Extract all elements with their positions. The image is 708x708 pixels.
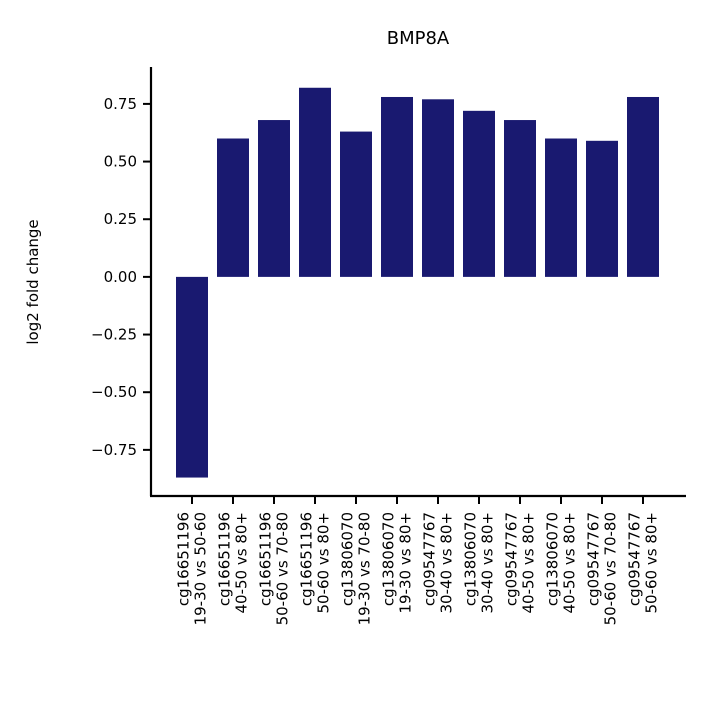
y-tick-label: 0.50 — [104, 153, 137, 171]
y-tick-label: 0.25 — [104, 210, 137, 228]
y-tick-label: 0.75 — [104, 95, 137, 113]
bar — [586, 140, 618, 277]
y-axis-label: log2 fold change — [24, 219, 42, 344]
bar — [299, 87, 331, 277]
bar — [463, 110, 495, 277]
x-ticks-group: cg1665119619-30 vs 50-60 cg1665119640-50 … — [175, 496, 661, 625]
x-tick-label: cg1380607030-40 vs 80+ — [462, 512, 497, 613]
bar — [504, 120, 536, 277]
chart-title: BMP8A — [387, 28, 450, 49]
y-tick-label: 0.00 — [104, 268, 137, 286]
x-tick-label: cg0954776730-40 vs 80+ — [421, 512, 456, 613]
bar — [258, 120, 290, 277]
y-tick-label: −0.75 — [91, 441, 137, 459]
bar — [381, 96, 413, 277]
bar — [422, 99, 454, 277]
y-tick-label: −0.50 — [91, 383, 137, 401]
x-tick-label: cg1665119619-30 vs 50-60 — [175, 512, 210, 625]
x-tick-label: cg1380607019-30 vs 70-80 — [339, 512, 374, 625]
y-tick-label: −0.25 — [91, 326, 137, 344]
bar — [627, 96, 659, 277]
bar — [217, 138, 249, 277]
x-tick-label: cg0954776750-60 vs 70-80 — [585, 512, 620, 625]
bar — [340, 131, 372, 277]
y-ticks-group: 0.75 0.50 0.25 0.00 −0.25 −0.50 −0.75 — [91, 95, 151, 459]
bar — [545, 138, 577, 277]
x-tick-label: cg0954776750-60 vs 80+ — [626, 512, 661, 613]
x-tick-label: cg1665119650-60 vs 80+ — [298, 512, 333, 613]
x-tick-label: cg1380607019-30 vs 80+ — [380, 512, 415, 613]
bars-group — [176, 87, 659, 478]
x-tick-label: cg1380607040-50 vs 80+ — [544, 512, 579, 613]
bar — [176, 276, 208, 478]
x-tick-label: cg1665119650-60 vs 70-80 — [257, 512, 292, 625]
x-tick-label: cg1665119640-50 vs 80+ — [216, 512, 251, 613]
x-tick-label: cg0954776740-50 vs 80+ — [503, 512, 538, 613]
